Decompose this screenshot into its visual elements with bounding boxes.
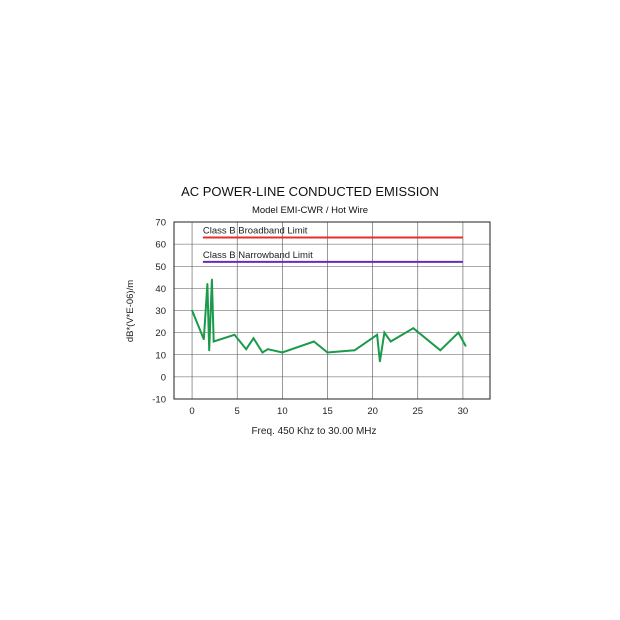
limit-lines: Class B Broadband Limit Class B Narrowban… bbox=[202, 225, 463, 263]
y-tick-label: 70 bbox=[155, 218, 166, 229]
x-tick-label: 10 bbox=[277, 406, 288, 417]
data-point bbox=[212, 340, 215, 343]
data-point bbox=[266, 348, 269, 351]
x-tick-label: 25 bbox=[412, 406, 423, 417]
data-point bbox=[261, 351, 264, 354]
y-tick-label: 60 bbox=[155, 240, 166, 251]
data-point bbox=[233, 333, 236, 336]
data-point bbox=[383, 331, 386, 334]
series-layer bbox=[191, 278, 467, 363]
chart-title: AC POWER-LINE CONDUCTED EMISSION bbox=[181, 184, 439, 199]
x-tick-label: 15 bbox=[322, 406, 333, 417]
chart-subtitle: Model EMI-CWR / Hot Wire bbox=[251, 205, 369, 216]
data-point bbox=[245, 348, 248, 351]
series-line bbox=[191, 279, 467, 362]
data-point bbox=[326, 351, 329, 354]
data-point bbox=[206, 283, 209, 285]
x-axis: 0 5 10 15 20 25 30 bbox=[189, 406, 468, 417]
grid bbox=[174, 221, 490, 400]
data-point bbox=[208, 349, 211, 352]
data-point bbox=[211, 278, 213, 281]
y-tick-label: 10 bbox=[155, 350, 166, 361]
x-axis-label: Freq. 450 Khz to 30.00 MHz bbox=[251, 426, 376, 437]
y-tick-label: -10 bbox=[152, 395, 166, 406]
limit-label: Class B Broadband Limit bbox=[203, 225, 308, 236]
y-tick-label: 50 bbox=[155, 262, 166, 273]
y-tick-label: 0 bbox=[161, 372, 166, 383]
y-axis-label: dB*(V*E-06)/m bbox=[125, 280, 136, 342]
x-tick-label: 20 bbox=[367, 406, 378, 417]
limit-label: Class B Narrowband Limit bbox=[203, 250, 313, 261]
y-axis: -10 0 10 20 30 40 50 60 70 bbox=[152, 218, 166, 406]
data-point bbox=[252, 337, 255, 340]
data-point bbox=[378, 360, 381, 363]
data-point bbox=[464, 345, 467, 347]
data-point bbox=[191, 309, 193, 312]
y-tick-label: 20 bbox=[155, 328, 166, 339]
data-point bbox=[439, 349, 442, 352]
plot-frame bbox=[173, 221, 491, 400]
data-point bbox=[281, 351, 284, 354]
data-point bbox=[376, 333, 379, 336]
y-tick-label: 30 bbox=[155, 306, 166, 317]
data-point bbox=[353, 349, 356, 352]
data-point bbox=[457, 331, 460, 334]
data-point bbox=[389, 340, 392, 343]
data-point bbox=[412, 327, 415, 330]
data-point bbox=[202, 338, 205, 341]
x-tick-label: 0 bbox=[189, 406, 194, 417]
x-tick-label: 30 bbox=[458, 406, 469, 417]
x-tick-label: 5 bbox=[235, 406, 240, 417]
data-point bbox=[313, 340, 315, 343]
y-tick-label: 40 bbox=[155, 284, 166, 295]
